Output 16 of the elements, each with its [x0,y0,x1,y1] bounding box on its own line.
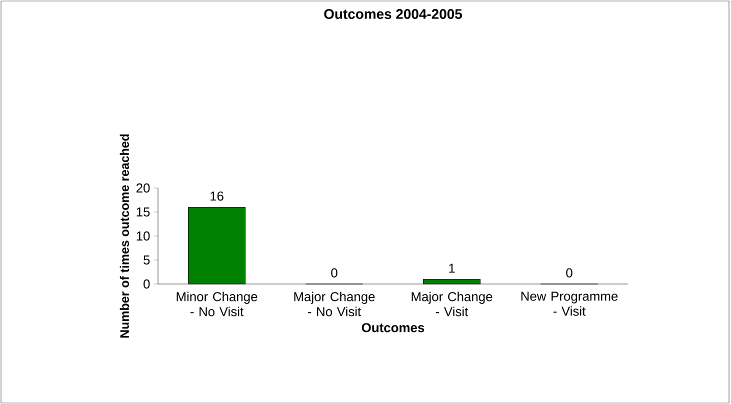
data-label: 0 [331,268,338,278]
x-tick-label: Minor Change - No Visit [176,292,258,316]
y-tick-label: 10 [136,231,150,241]
y-tick-label: 5 [144,255,150,265]
x-tick-label: Major Change - Visit [412,292,492,316]
y-tick-label: 0 [144,279,150,289]
x-axis-title: Outcomes [362,323,424,332]
data-label: 0 [566,268,572,278]
y-tick-label: 15 [136,207,150,217]
y-tick-label: 20 [136,183,150,193]
x-tick-label: Major Change - No Visit [294,292,375,316]
x-tick-label: New Programme - Visit [521,292,618,316]
data-label: 1 [449,264,455,273]
y-axis-title: Number of times outcome reached [120,134,129,338]
data-label: 16 [210,192,224,201]
chart-title: Outcomes 2004-2005 [324,9,462,19]
